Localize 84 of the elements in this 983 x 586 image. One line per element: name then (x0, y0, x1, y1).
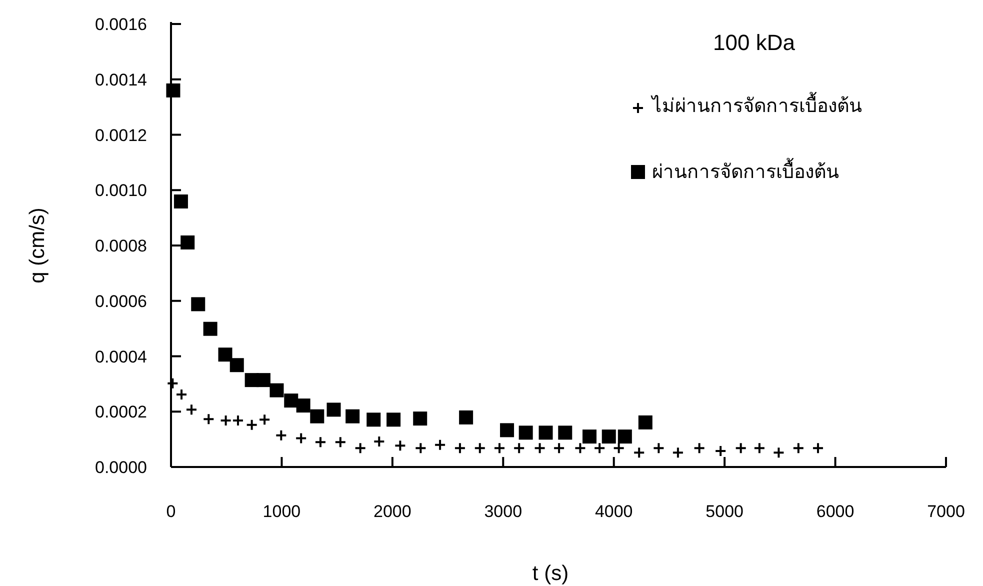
point (191, 297, 206, 312)
point (386, 412, 401, 427)
point (314, 436, 326, 448)
y-tick-label: 0.0016 (95, 15, 147, 34)
point (792, 442, 804, 454)
point (693, 442, 706, 454)
point (618, 430, 632, 444)
point (672, 446, 684, 459)
point (500, 423, 514, 438)
point (454, 442, 466, 454)
point (284, 394, 298, 408)
point (176, 388, 188, 400)
point (513, 442, 526, 454)
x-tick-label: 3000 (484, 502, 522, 521)
x-axis-title: t (s) (532, 562, 569, 585)
legend-label: ไม่ผ่านการจัดการเบื้องต้น (650, 92, 862, 117)
point (558, 426, 572, 440)
point (203, 322, 218, 336)
point (633, 446, 646, 459)
point (166, 377, 179, 390)
point (185, 404, 198, 416)
point (180, 235, 195, 250)
point (772, 446, 785, 459)
point (493, 442, 506, 454)
point (232, 414, 244, 426)
point (602, 430, 616, 444)
point (373, 436, 386, 448)
point (652, 442, 665, 454)
point (166, 83, 180, 98)
y-tick-label: 0.0004 (95, 347, 147, 366)
y-tick-label: 0.0010 (95, 181, 147, 200)
chart-title: 100 kDa (713, 30, 796, 55)
point (394, 440, 406, 452)
point (612, 442, 625, 454)
point (538, 426, 553, 440)
point (310, 409, 324, 424)
point (258, 414, 271, 426)
point (753, 442, 766, 454)
point (275, 429, 288, 442)
x-tick-label: 7000 (927, 502, 965, 521)
x-tick-label: 1000 (262, 502, 301, 521)
point (295, 432, 308, 444)
y-tick-label: 0.0002 (95, 402, 147, 422)
x-tick-label: 5000 (706, 502, 744, 521)
point (256, 373, 270, 388)
y-axis-title: q (cm/s) (26, 208, 49, 284)
point (230, 358, 244, 372)
point (734, 442, 747, 454)
y-tick-label: 0.0006 (95, 292, 147, 311)
point (518, 426, 533, 440)
y-tick-label: 0.0014 (95, 70, 147, 90)
point (582, 430, 596, 444)
point (413, 412, 428, 426)
point (354, 442, 366, 454)
y-tick-label: 0.0008 (95, 236, 147, 256)
point (714, 444, 727, 457)
x-tick-label: 6000 (816, 502, 854, 521)
point (326, 402, 341, 417)
x-tick-label: 2000 (374, 502, 412, 521)
x-tick-label: 0 (166, 502, 176, 521)
point (218, 348, 232, 362)
point (174, 194, 188, 208)
point (414, 442, 427, 454)
point (366, 412, 381, 427)
point (594, 442, 606, 454)
point (434, 438, 446, 451)
point (334, 436, 346, 448)
point (553, 442, 566, 454)
point (534, 442, 546, 454)
point (574, 442, 586, 454)
point (812, 442, 824, 454)
point (346, 409, 360, 424)
point (202, 413, 215, 426)
point (246, 418, 258, 431)
y-tick-label: 0.0000 (95, 458, 147, 477)
point (638, 415, 652, 430)
x-tick-label: 4000 (594, 502, 633, 521)
legend-label: ผ่านการจัดการเบื้องต้น (652, 158, 839, 183)
point (220, 414, 232, 426)
point (474, 442, 486, 454)
point (296, 398, 310, 413)
point (270, 383, 284, 398)
y-tick-label: 0.0012 (95, 126, 147, 145)
point (459, 410, 474, 424)
